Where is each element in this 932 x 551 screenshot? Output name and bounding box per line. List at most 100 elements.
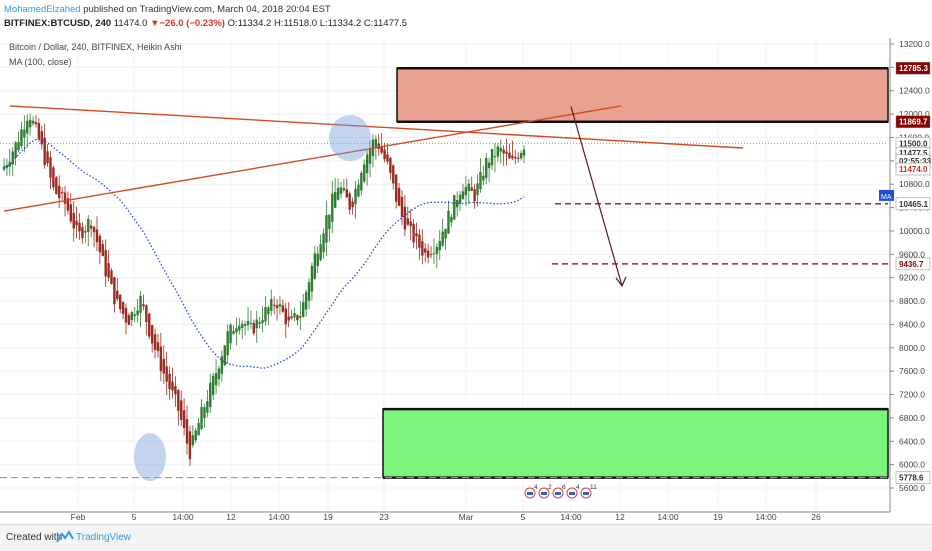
- price-tag-label: 11500.0: [899, 139, 928, 148]
- candle-body: [438, 240, 441, 251]
- candle-body: [92, 226, 96, 233]
- resistance-trendline: [9, 105, 744, 149]
- author-link[interactable]: MohamedElzahed: [4, 4, 81, 15]
- candle-body: [168, 374, 171, 390]
- candle-body: [470, 187, 473, 191]
- symbol-info: BITFINEX:BTCUSD, 240: [4, 18, 112, 29]
- candle-body: [394, 174, 398, 202]
- candle-body: [72, 212, 75, 229]
- projection-arrow-head: [615, 276, 627, 288]
- candle-body: [444, 228, 447, 239]
- candle-body: [194, 430, 197, 441]
- candle-body: [130, 312, 134, 321]
- candle-body: [450, 216, 453, 223]
- tradingview-brand[interactable]: TradingView: [76, 532, 132, 543]
- projection-arrow-line: [570, 106, 623, 287]
- highlight-ellipse-top: [329, 115, 371, 162]
- candle-body: [116, 290, 119, 300]
- candle-body: [113, 277, 116, 305]
- candle-body: [374, 138, 378, 148]
- zones: [382, 66, 889, 479]
- price-tag-label: 11474.0: [899, 165, 928, 174]
- time-tick-label: 14:00: [268, 512, 290, 522]
- price-tag: [895, 162, 931, 176]
- high-value: H:11518.0: [273, 18, 318, 29]
- candle-body: [185, 419, 189, 444]
- time-axis[interactable]: Feb 5 14:00 12 14:00 19 23 Mar 5 14:00 12 14:00 19 14…: [0, 511, 890, 522]
- candle-body: [284, 308, 287, 325]
- event-flag-icon: [541, 492, 547, 495]
- tradingview-logo-icon[interactable]: [56, 530, 74, 544]
- candle-body: [87, 219, 90, 232]
- time-tick-label: 5: [521, 512, 526, 522]
- candle-body: [252, 322, 256, 334]
- price-tick-label: 8400.0: [899, 319, 925, 329]
- candle-body: [40, 131, 43, 145]
- candle-body: [473, 189, 476, 202]
- candle-body: [232, 330, 235, 335]
- candle-body: [209, 382, 212, 407]
- candle-body: [453, 195, 456, 220]
- candle-body: [165, 366, 168, 382]
- price-tag-label: 10465.1: [899, 200, 928, 209]
- publish-line: MohamedElzahed published on TradingView.…: [4, 4, 331, 15]
- price-tags: 12785.3 11869.7 11500.011477.502:55:331147…: [879, 61, 932, 484]
- candle-body: [255, 319, 258, 329]
- candle-body: [203, 407, 206, 419]
- price-tick-label: 8000.0: [899, 343, 925, 353]
- candle-body: [412, 223, 415, 243]
- candle-body: [325, 215, 328, 243]
- candle-body: [182, 410, 186, 428]
- candle-body: [290, 316, 293, 319]
- candle-body: [264, 306, 267, 322]
- candle-body: [275, 305, 279, 309]
- candle-body: [156, 342, 160, 352]
- price-tick-label: 9200.0: [899, 273, 925, 283]
- candle-body: [421, 241, 424, 256]
- candle-body: [191, 435, 195, 446]
- price-tick-label: 10000.0: [899, 226, 930, 236]
- candle-body: [516, 157, 520, 159]
- candle-body: [455, 199, 459, 208]
- candle-body: [148, 313, 151, 337]
- candle-body: [418, 234, 421, 248]
- candle-body: [2, 166, 6, 170]
- chart-canvas[interactable]: 4 2 6 4 11 5600.06000.06400.06800.07200.0760…: [0, 38, 932, 524]
- candle-body: [211, 375, 215, 395]
- candle-body: [197, 423, 200, 436]
- candle-body: [46, 151, 49, 164]
- price-tick-label: 5600.0: [899, 483, 925, 493]
- candle-body: [432, 253, 436, 255]
- candle-body: [55, 177, 58, 195]
- candle-body: [37, 123, 41, 140]
- candle-body: [426, 250, 430, 258]
- candle-body: [339, 187, 343, 194]
- candle-body: [502, 149, 505, 154]
- candle-body: [383, 149, 386, 160]
- candle-body: [508, 152, 511, 159]
- created-with-text: Created with: [6, 532, 63, 543]
- candle-body: [121, 301, 125, 314]
- candle-body: [119, 294, 122, 310]
- price-tag: [895, 471, 931, 484]
- candle-body: [78, 223, 81, 232]
- candle-body: [415, 233, 418, 237]
- candle-body: [229, 324, 232, 344]
- candle-body: [5, 165, 9, 169]
- candle-body: [389, 157, 392, 173]
- candle-body: [499, 147, 502, 152]
- candle-body: [220, 356, 224, 374]
- change-arrow: ▼: [150, 18, 160, 29]
- candle-body: [278, 304, 282, 307]
- candle-body: [177, 390, 180, 411]
- price-tag-label: 9436.7: [899, 260, 924, 269]
- candle-body: [351, 201, 354, 208]
- price-tick-label: 13200.0: [899, 39, 930, 49]
- candle-body: [11, 151, 14, 165]
- candles: [2, 113, 526, 467]
- candle-body: [272, 304, 276, 306]
- candle-body: [363, 164, 366, 182]
- time-tick-label: 14:00: [657, 512, 679, 522]
- series-title: Bitcoin / Dollar, 240, BITFINEX, Heikin …: [9, 42, 182, 52]
- candle-body: [243, 324, 247, 326]
